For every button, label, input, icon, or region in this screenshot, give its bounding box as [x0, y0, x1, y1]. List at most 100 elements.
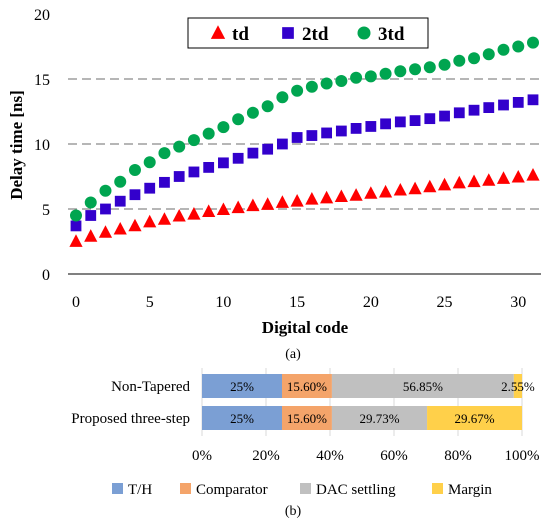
td-point: [408, 181, 422, 195]
x-tick-label: 100%: [505, 448, 540, 464]
2td-point: [276, 138, 288, 150]
legend: td 2td 3td: [187, 17, 429, 49]
legend-label-td: td: [232, 24, 249, 45]
2td-point: [247, 147, 259, 159]
delay-scatter-chart: 0 5 10 15 20 0 5 10 15 20 25 30 Delay time [ns] Di…: [7, 7, 541, 362]
3td-point: [261, 100, 274, 113]
td-point: [320, 190, 334, 204]
2td-point: [203, 162, 215, 173]
category-labels: Non-Tapered Proposed three-step: [71, 379, 190, 427]
td-point: [98, 225, 113, 238]
2td-point: [483, 102, 495, 113]
2td-point: [306, 130, 318, 141]
3td-point: [438, 58, 451, 71]
legend-swatch: [300, 483, 311, 494]
x-tick-label: 5: [146, 294, 154, 311]
td-point: [187, 207, 201, 220]
2td-point: [365, 121, 377, 132]
3td-point: [527, 36, 539, 49]
3td-point: [497, 43, 510, 56]
2td-point: [70, 220, 82, 232]
3td-point: [409, 63, 422, 76]
td-point: [423, 179, 437, 193]
td-point: [496, 171, 511, 184]
2td-point: [350, 123, 362, 134]
2td-point: [394, 116, 406, 128]
3td-point: [291, 84, 304, 97]
x-tick-label: 25: [437, 294, 453, 311]
2td-point: [335, 125, 347, 137]
bar-value-label: 15.60%: [287, 411, 327, 426]
bar-segment-comparator: [282, 406, 332, 430]
x-tick-label: 0: [72, 294, 80, 311]
x-tick-label: 20: [363, 294, 379, 311]
2td-point: [129, 189, 141, 201]
bar-segment-margin: [513, 374, 522, 398]
3td-point: [453, 54, 466, 67]
x-tick-label: 20%: [252, 448, 280, 464]
x-tick-label: 30: [510, 294, 526, 311]
x-tick-label: 40%: [316, 448, 344, 464]
td-point: [349, 188, 363, 201]
td-point: [467, 174, 481, 188]
3td-point: [364, 70, 377, 83]
3td-point: [143, 156, 156, 169]
td-point: [157, 212, 172, 225]
td-point: [128, 218, 142, 232]
3td-point: [482, 48, 495, 61]
x-tick-label: 80%: [444, 448, 472, 464]
td-point: [393, 182, 407, 196]
3td-point: [99, 184, 112, 197]
td-point: [437, 177, 452, 191]
3td-point: [276, 91, 289, 104]
td-point: [364, 186, 378, 199]
legend-marker-3td: [357, 26, 371, 40]
2td-point: [424, 113, 436, 125]
series-3td: [70, 36, 539, 222]
x-tick-label: 15: [289, 294, 305, 311]
panel-label-a: (a): [285, 347, 301, 362]
legend-swatch: [432, 483, 443, 494]
2td-point: [498, 99, 509, 111]
legend-marker-2td: [282, 27, 294, 39]
3td-point: [128, 164, 141, 176]
bar-segment-t-h: [202, 374, 282, 398]
y-tick-label: 10: [34, 137, 50, 154]
bar-value-label: 15.60%: [287, 379, 327, 394]
td-point: [511, 169, 525, 183]
2td-point: [218, 157, 229, 169]
2td-point: [291, 132, 303, 143]
series-td: [69, 168, 540, 247]
legend-label: T/H: [128, 482, 152, 498]
2td-point: [100, 203, 111, 215]
timing-breakdown-bar-chart: Non-Tapered Proposed three-step 25% 15.60%…: [71, 368, 540, 519]
td-point: [378, 184, 393, 198]
bar-value-label: 2.55%: [501, 379, 535, 394]
3td-point: [217, 121, 230, 134]
bar-value-label: 56.85%: [403, 379, 443, 394]
3td-point: [305, 80, 318, 93]
y-tick-label: 0: [42, 267, 50, 284]
bar-segment-dac-settling: [331, 406, 428, 430]
x-tick-labels: 0 5 10 15 20 25 30: [72, 294, 526, 311]
td-point: [246, 198, 260, 212]
2td-point: [85, 210, 97, 221]
x-axis-label: Digital code: [262, 318, 349, 337]
td-point: [275, 195, 289, 208]
3td-point: [379, 67, 392, 80]
bar-segment-dac-settling: [331, 374, 514, 398]
td-point: [290, 194, 304, 207]
3td-point: [114, 175, 127, 188]
2td-point: [453, 107, 465, 119]
3td-point: [84, 196, 97, 209]
category-label: Proposed three-step: [71, 411, 190, 427]
td-point: [143, 214, 157, 228]
2td-point: [188, 166, 200, 178]
td-point: [452, 175, 466, 189]
3td-point: [173, 140, 186, 153]
legend-swatch: [112, 483, 123, 494]
3td-point: [232, 113, 245, 126]
3td-point: [202, 127, 215, 140]
bar-row: 25% 15.60% 29.73% 29.67%: [202, 406, 522, 430]
